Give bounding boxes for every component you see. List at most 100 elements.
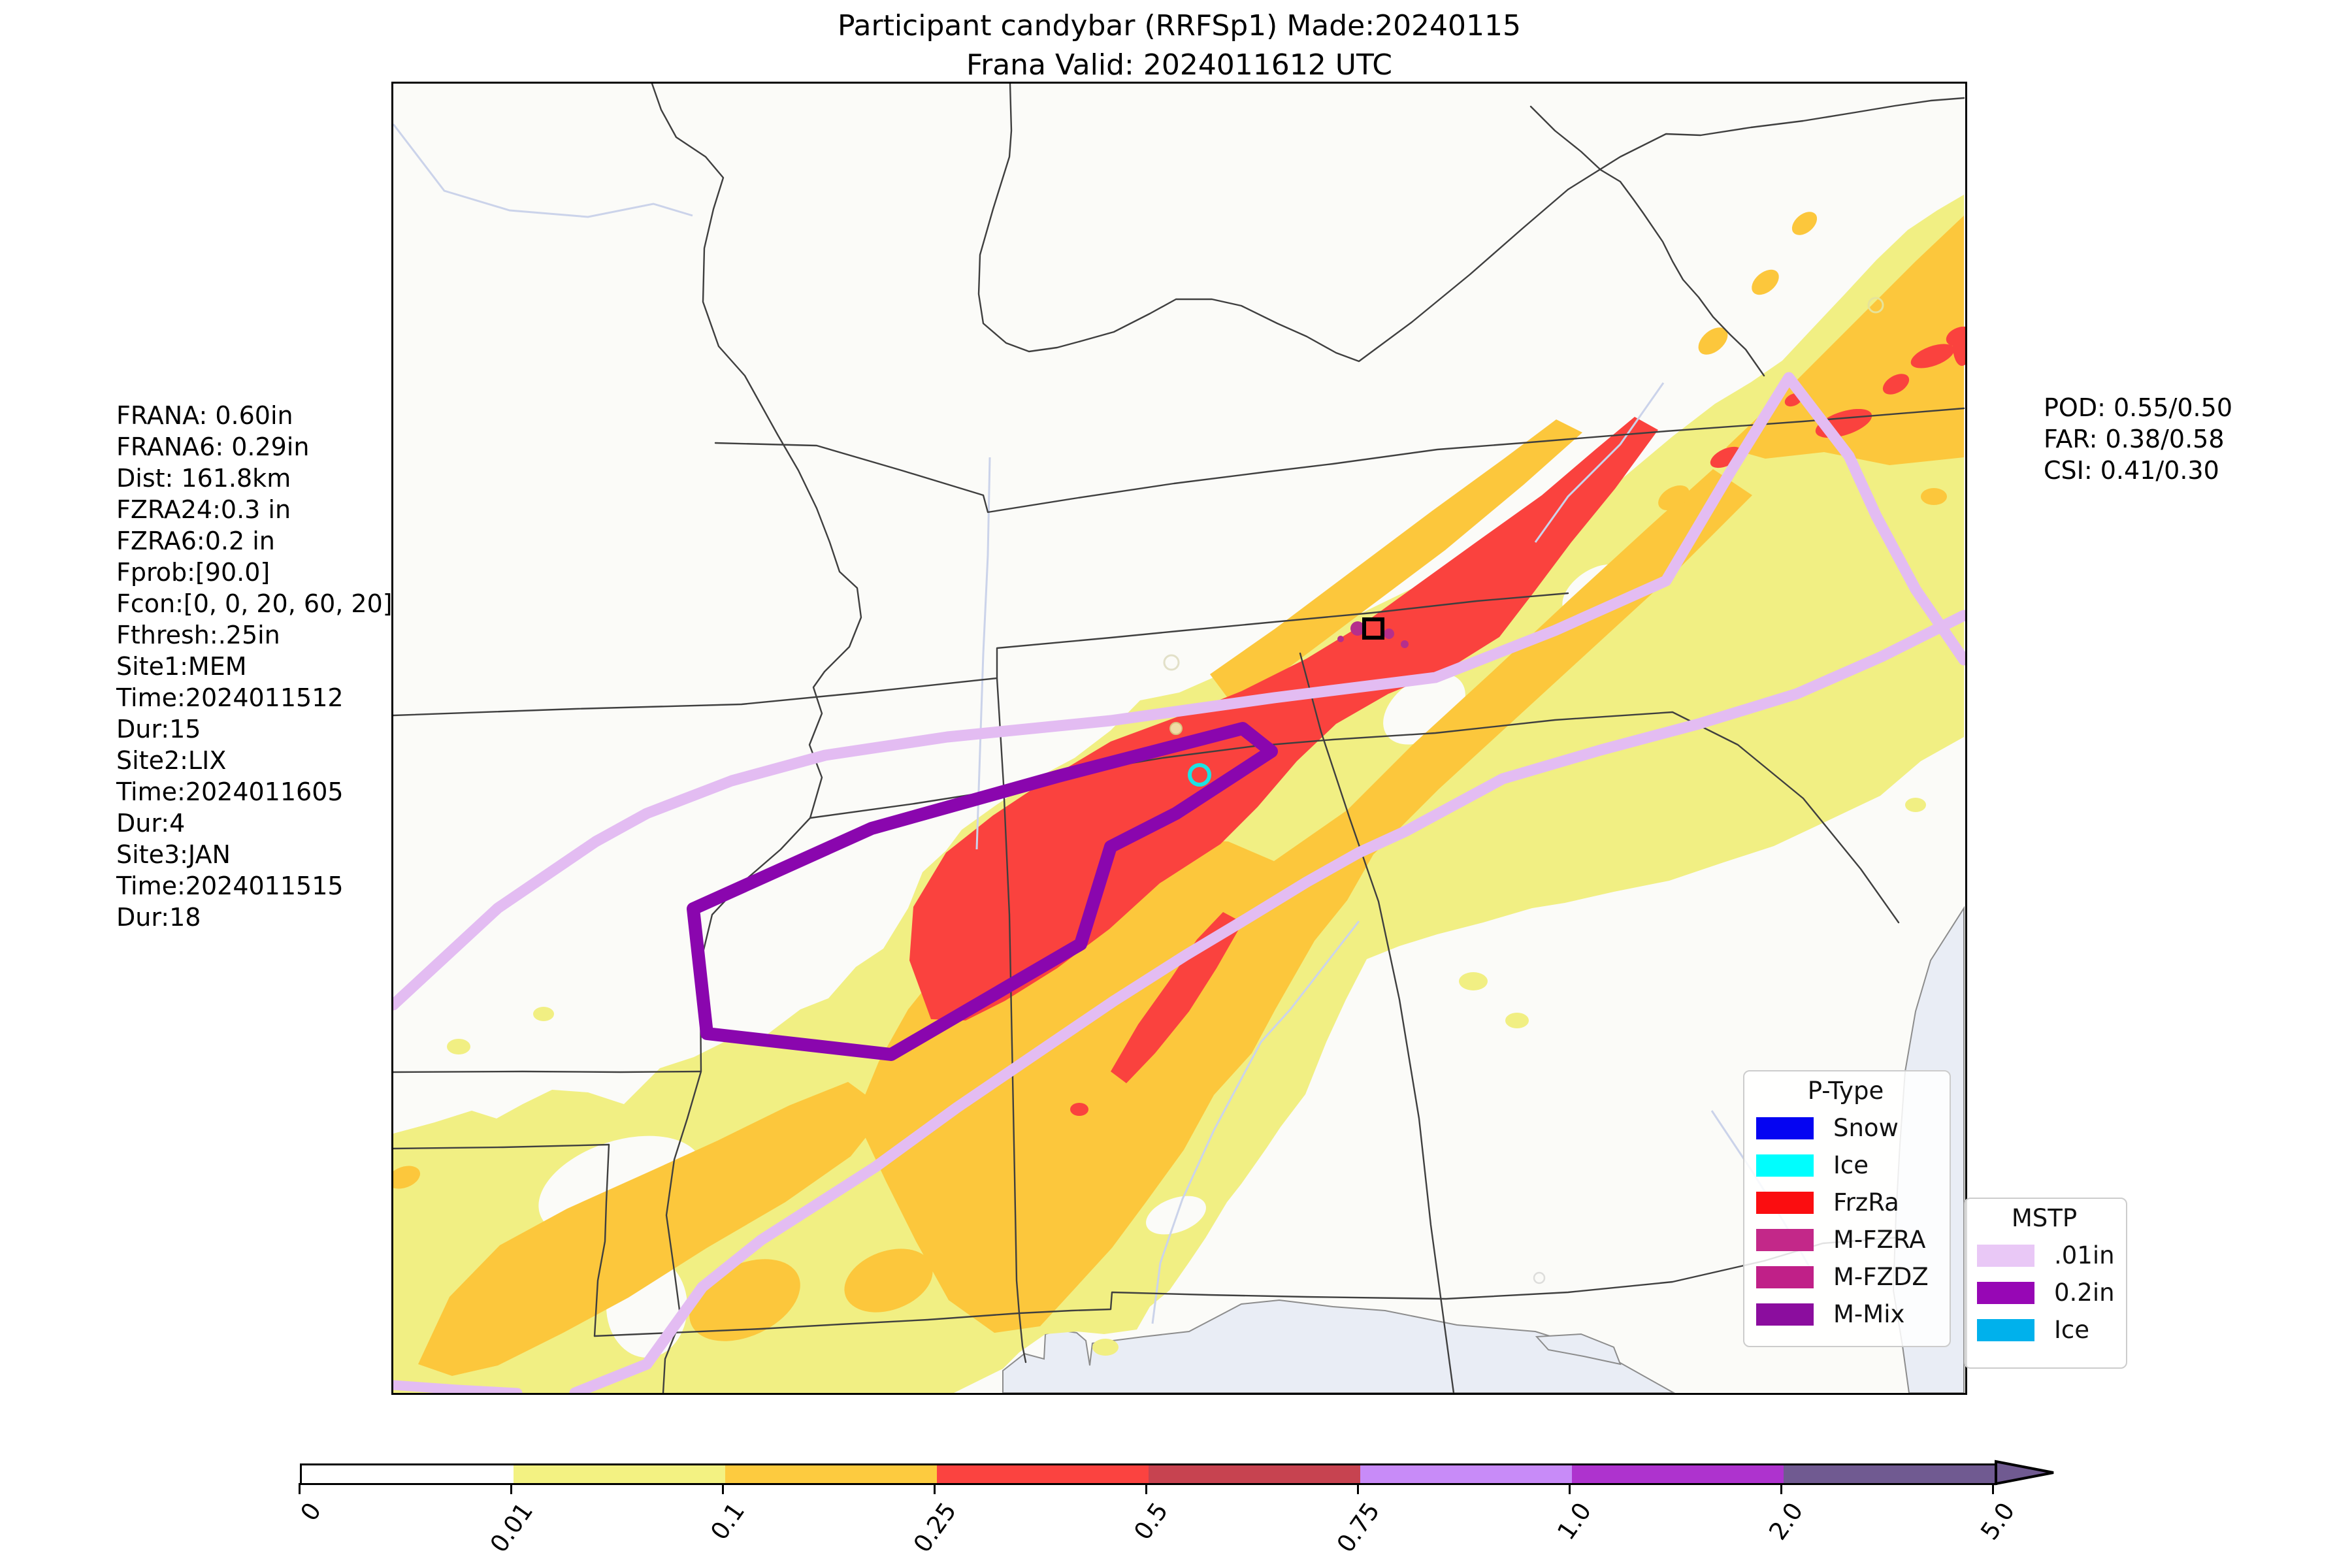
city-ring-marker-3 bbox=[1533, 1271, 1546, 1284]
colorbar-seg-025 bbox=[937, 1465, 1149, 1483]
precip-heavy-core bbox=[909, 417, 1658, 1021]
colorbar-seg-001 bbox=[514, 1465, 725, 1483]
colorbar-tick-20 bbox=[1780, 1483, 1782, 1494]
colorbar-seg-10 bbox=[1572, 1465, 1784, 1483]
info-line-fcon: Fcon:[0, 0, 20, 60, 20] bbox=[116, 589, 393, 618]
ice-swatch bbox=[1756, 1154, 1814, 1177]
ice-label: Ice bbox=[1833, 1151, 1869, 1179]
mstp-ice-swatch bbox=[1977, 1318, 2034, 1341]
colorbar-label-0: 0 bbox=[295, 1497, 327, 1526]
figure-title-line2: Frana Valid: 2024011612 UTC bbox=[966, 48, 1392, 82]
figure-title-line1: Participant candybar (RRFSp1) Made:20240… bbox=[837, 9, 1522, 42]
ice-circle-marker bbox=[1188, 763, 1211, 787]
colorbar-seg-075 bbox=[1360, 1465, 1572, 1483]
border-pearl-river bbox=[593, 1143, 610, 1337]
mstp-02in-contour bbox=[687, 722, 1278, 1061]
border-appalachian-crest bbox=[1529, 105, 1765, 377]
info-line-time3: Time:2024011515 bbox=[116, 872, 344, 900]
ptype-row-mmix: M-Mix bbox=[1756, 1300, 1935, 1328]
stats-panel: POD: 0.55/0.50 FAR: 0.38/0.58 CSI: 0.41/… bbox=[2044, 392, 2232, 486]
colorbar-seg-20 bbox=[1784, 1465, 1995, 1483]
colorbar-label-50: 5.0 bbox=[1975, 1497, 2021, 1545]
precip-heavy-northeast-streak bbox=[1070, 326, 1965, 1116]
ptype-legend: P-Type Snow Ice FrzRa M-FZRA M-FZDZ M-Mi… bbox=[1743, 1070, 1951, 1347]
mstp-01in-contour-corner bbox=[393, 1380, 523, 1393]
colorbar-label-20: 2.0 bbox=[1763, 1497, 1809, 1545]
colorbar-tick-50 bbox=[1992, 1483, 1994, 1494]
info-line-time2: Time:2024011605 bbox=[116, 777, 344, 806]
precip-heavy-areas bbox=[909, 326, 1965, 1116]
info-line-time1: Time:2024011512 bbox=[116, 683, 344, 712]
precip-moderate-central bbox=[856, 469, 1752, 1333]
info-line-fzra6: FZRA6:0.2 in bbox=[116, 527, 275, 555]
precip-moderate-band-northwest bbox=[1210, 419, 1582, 700]
colorbar bbox=[300, 1463, 1997, 1485]
state-borders bbox=[393, 84, 1965, 1393]
ptype-row-ice: Ice bbox=[1756, 1151, 1935, 1179]
mstp-01in-label: .01in bbox=[2054, 1241, 2115, 1269]
mfzdz-swatch bbox=[1756, 1266, 1814, 1288]
info-line-dur1: Dur:15 bbox=[116, 715, 201, 743]
info-line-dur2: Dur:4 bbox=[116, 809, 186, 838]
mfzra-spots bbox=[1337, 621, 1409, 648]
info-line-dist: Dist: 161.8km bbox=[116, 464, 291, 493]
mstp-02in-swatch bbox=[1977, 1281, 2034, 1304]
border-tennessee-river bbox=[977, 84, 1965, 363]
colorbar-tick-05 bbox=[1145, 1483, 1147, 1494]
colorbar-label-01: 0.1 bbox=[705, 1497, 751, 1545]
stats-line-far: FAR: 0.38/0.58 bbox=[2044, 425, 2225, 453]
info-line-fprob: Fprob:[90.0] bbox=[116, 558, 270, 587]
colorbar-arrow-shape bbox=[1995, 1460, 2054, 1486]
stats-line-csi: CSI: 0.41/0.30 bbox=[2044, 456, 2219, 485]
city-ring-marker-2 bbox=[1867, 297, 1884, 314]
figure-title: Participant candybar (RRFSp1) Made:20240… bbox=[393, 7, 1965, 85]
info-line-site3: Site3:JAN bbox=[116, 840, 231, 869]
border-louisiana-31n bbox=[393, 1143, 610, 1150]
snow-label: Snow bbox=[1833, 1114, 1899, 1142]
mstp-legend: MSTP .01in 0.2in Ice bbox=[1964, 1198, 2127, 1369]
mstp-01in-contour-south bbox=[569, 610, 1965, 1393]
colorbar-seg-0 bbox=[302, 1465, 514, 1483]
border-alabama-georgia bbox=[1299, 652, 1455, 1393]
rivers bbox=[393, 123, 1811, 1324]
frzra-swatch bbox=[1756, 1191, 1814, 1214]
border-tennessee-south bbox=[393, 592, 1569, 717]
ptype-legend-title: P-Type bbox=[1807, 1077, 1884, 1105]
colorbar-tick-075 bbox=[1357, 1483, 1359, 1494]
colorbar-label-025: 0.25 bbox=[907, 1497, 962, 1558]
ptype-row-mfzra: M-FZRA bbox=[1756, 1226, 1935, 1254]
info-line-frana6: FRANA6: 0.29in bbox=[116, 433, 310, 461]
precip-heavy-south-streak bbox=[1111, 912, 1243, 1083]
colorbar-label-10: 1.0 bbox=[1552, 1497, 1597, 1545]
ptype-row-frzra: FrzRa bbox=[1756, 1188, 1935, 1217]
mfzra-label: M-FZRA bbox=[1833, 1226, 1926, 1254]
coastal-bay bbox=[1535, 1333, 1622, 1365]
ptype-row-snow: Snow bbox=[1756, 1114, 1935, 1142]
site-square-marker bbox=[1362, 617, 1384, 640]
mstp-01in-contour-north bbox=[393, 372, 1965, 1011]
colorbar-label-001: 0.01 bbox=[484, 1497, 539, 1558]
info-panel: FRANA: 0.60in FRANA6: 0.29in Dist: 161.8… bbox=[116, 400, 393, 933]
colorbar-tick-001 bbox=[510, 1483, 512, 1494]
mstp-row-02in: 0.2in bbox=[1977, 1279, 2115, 1307]
colorbar-tick-01 bbox=[722, 1483, 724, 1494]
map-frame bbox=[391, 82, 1967, 1395]
colorbar-tick-025 bbox=[934, 1483, 936, 1494]
info-line-site2: Site2:LIX bbox=[116, 746, 227, 775]
precip-moderate-southwest bbox=[418, 1082, 887, 1376]
border-mississippi-river bbox=[651, 84, 862, 1393]
mfzra-swatch bbox=[1756, 1228, 1814, 1251]
map-svg bbox=[393, 84, 1965, 1393]
info-line-dur3: Dur:18 bbox=[116, 903, 201, 932]
colorbar-tick-10 bbox=[1569, 1483, 1571, 1494]
colorbar-label-05: 0.5 bbox=[1128, 1497, 1174, 1545]
colorbar-extend-arrow bbox=[1995, 1460, 2054, 1486]
border-kentucky-virginia-line bbox=[714, 407, 1965, 514]
mmix-swatch bbox=[1756, 1303, 1814, 1326]
city-ring-marker-1 bbox=[1163, 654, 1180, 671]
ptype-row-mfzdz: M-FZDZ bbox=[1756, 1263, 1935, 1291]
info-line-fzra24: FZRA24:0.3 in bbox=[116, 495, 291, 524]
stats-line-pod: POD: 0.55/0.50 bbox=[2044, 393, 2232, 422]
colorbar-seg-01 bbox=[725, 1465, 937, 1483]
